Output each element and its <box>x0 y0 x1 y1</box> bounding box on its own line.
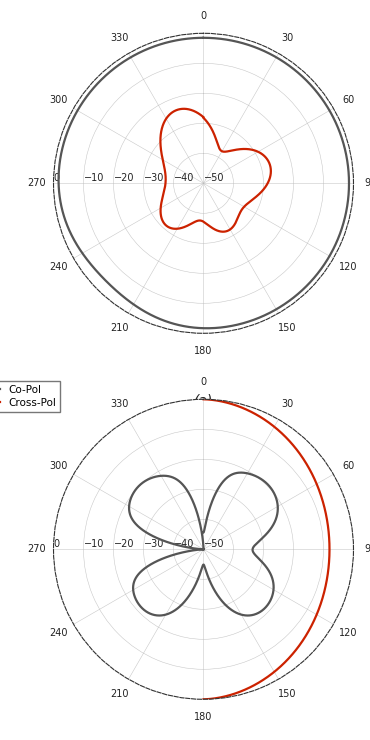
Co-Pol <box>201 33 205 42</box>
Cross-Pol <box>242 203 246 212</box>
Cross-Pol <box>271 586 276 595</box>
Text: (a): (a) <box>194 393 213 407</box>
Cross-Pol <box>163 168 168 177</box>
Line: Cross-Pol: Cross-Pol <box>161 109 271 232</box>
Cross-Pol <box>201 113 206 122</box>
Cross-Pol <box>259 535 263 544</box>
Line: Co-Pol: Co-Pol <box>58 38 349 329</box>
Cross-Pol <box>131 588 136 596</box>
Cross-Pol <box>140 478 145 487</box>
Cross-Pol <box>158 132 163 141</box>
Co-Pol <box>322 504 327 513</box>
Co-Pol <box>104 277 108 286</box>
Co-Pol <box>201 33 206 42</box>
Cross-Pol <box>269 167 273 176</box>
Cross-Pol <box>270 522 275 531</box>
Cross-Pol <box>201 528 206 536</box>
Co-Pol <box>61 140 65 149</box>
Co-Pol <box>314 610 319 619</box>
Cross-Pol <box>147 529 151 538</box>
Line: Cross-Pol: Cross-Pol <box>129 473 278 616</box>
Co-Pol <box>344 154 349 163</box>
Co-Pol <box>102 72 107 81</box>
Legend: Co-Pol, Cross-Pol: Co-Pol, Cross-Pol <box>0 380 60 412</box>
Co-Pol <box>82 252 87 260</box>
Cross-Pol <box>201 112 205 121</box>
Cross-Pol <box>158 205 163 214</box>
Cross-Pol <box>266 157 271 166</box>
Co-Pol <box>201 395 206 404</box>
Cross-Pol <box>175 106 179 115</box>
Co-Pol <box>326 523 330 532</box>
Line: Co-Pol: Co-Pol <box>204 400 330 699</box>
Cross-Pol <box>265 480 269 488</box>
Co-Pol <box>339 132 343 141</box>
Cross-Pol <box>219 147 224 155</box>
Co-Pol <box>327 252 332 261</box>
